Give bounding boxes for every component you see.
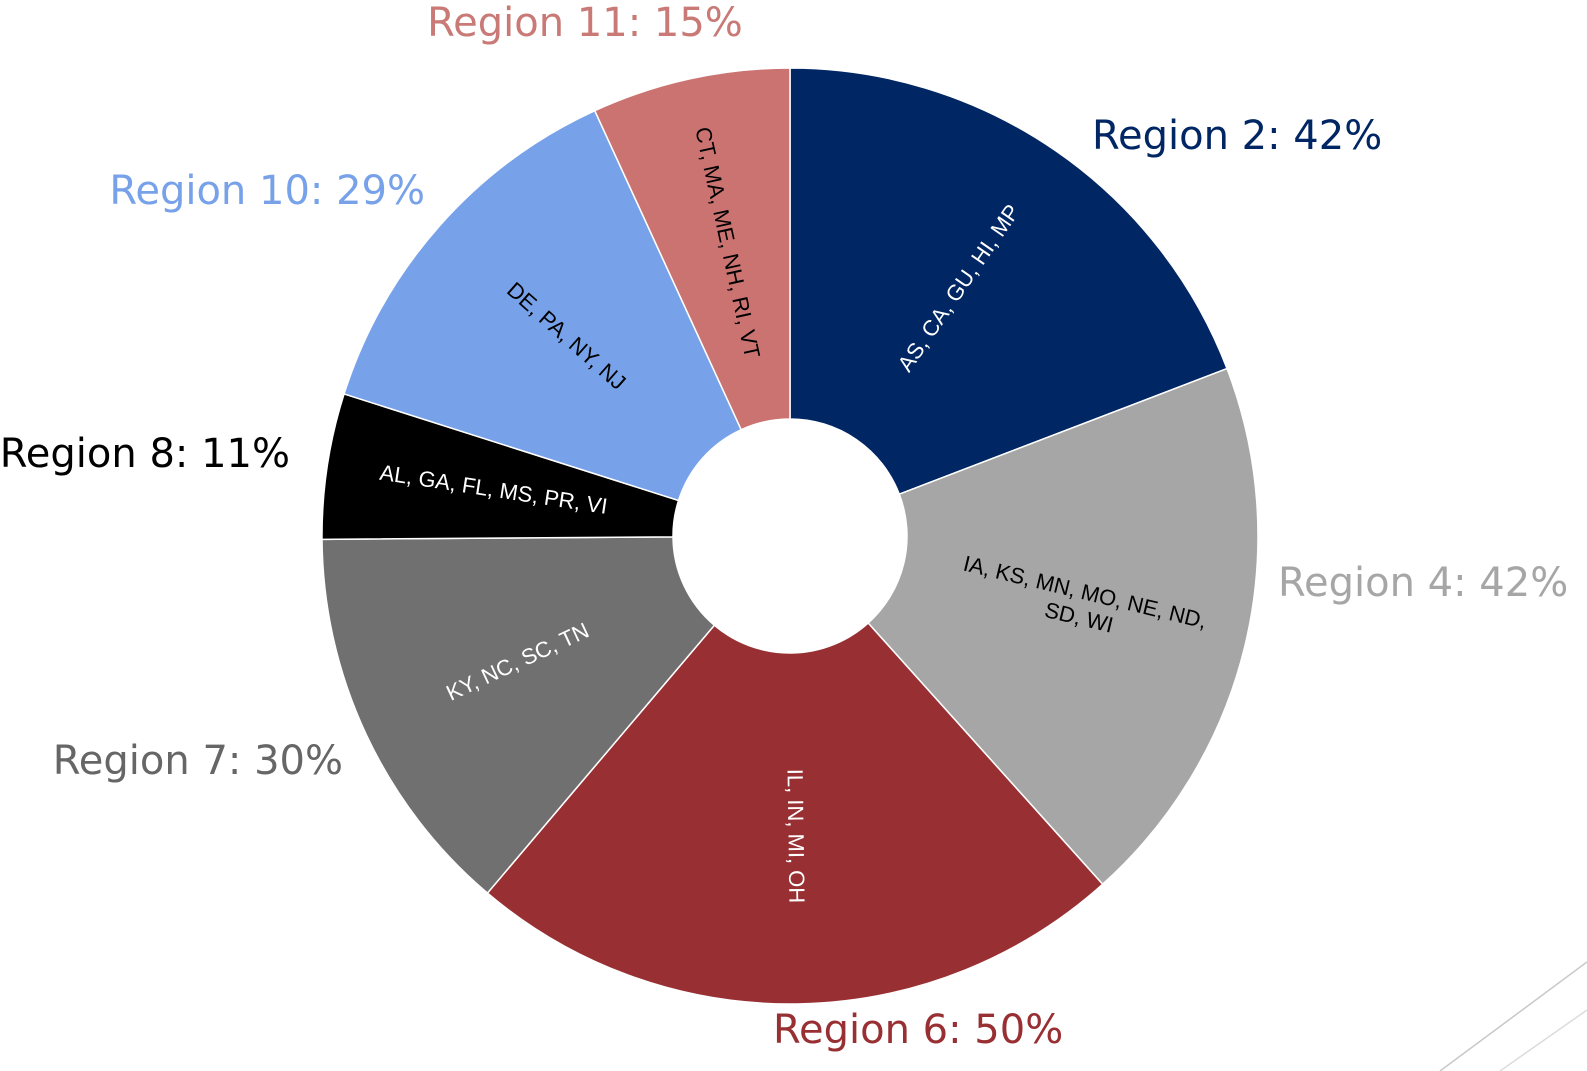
value-label: Region 7: 30% bbox=[53, 738, 343, 784]
value-label: Region 8: 11% bbox=[0, 431, 290, 477]
value-label: Region 4: 42% bbox=[1278, 560, 1568, 606]
slice bbox=[486, 622, 1104, 1005]
decor-line bbox=[1439, 961, 1587, 1071]
slice-text: IL, IN, MI, OH bbox=[783, 769, 810, 904]
slice bbox=[321, 536, 716, 895]
value-label: Region 2: 42% bbox=[1092, 113, 1382, 159]
slice bbox=[789, 67, 1229, 496]
slice bbox=[867, 367, 1259, 886]
slice bbox=[343, 109, 743, 502]
value-label: Region 10: 29% bbox=[109, 168, 425, 214]
decor-line bbox=[1499, 1009, 1587, 1071]
value-label: Region 11: 15% bbox=[427, 0, 743, 46]
slice bbox=[593, 67, 791, 431]
value-label: Region 6: 50% bbox=[773, 1007, 1063, 1053]
slice-label: IL, IN, MI, OH bbox=[783, 769, 810, 904]
